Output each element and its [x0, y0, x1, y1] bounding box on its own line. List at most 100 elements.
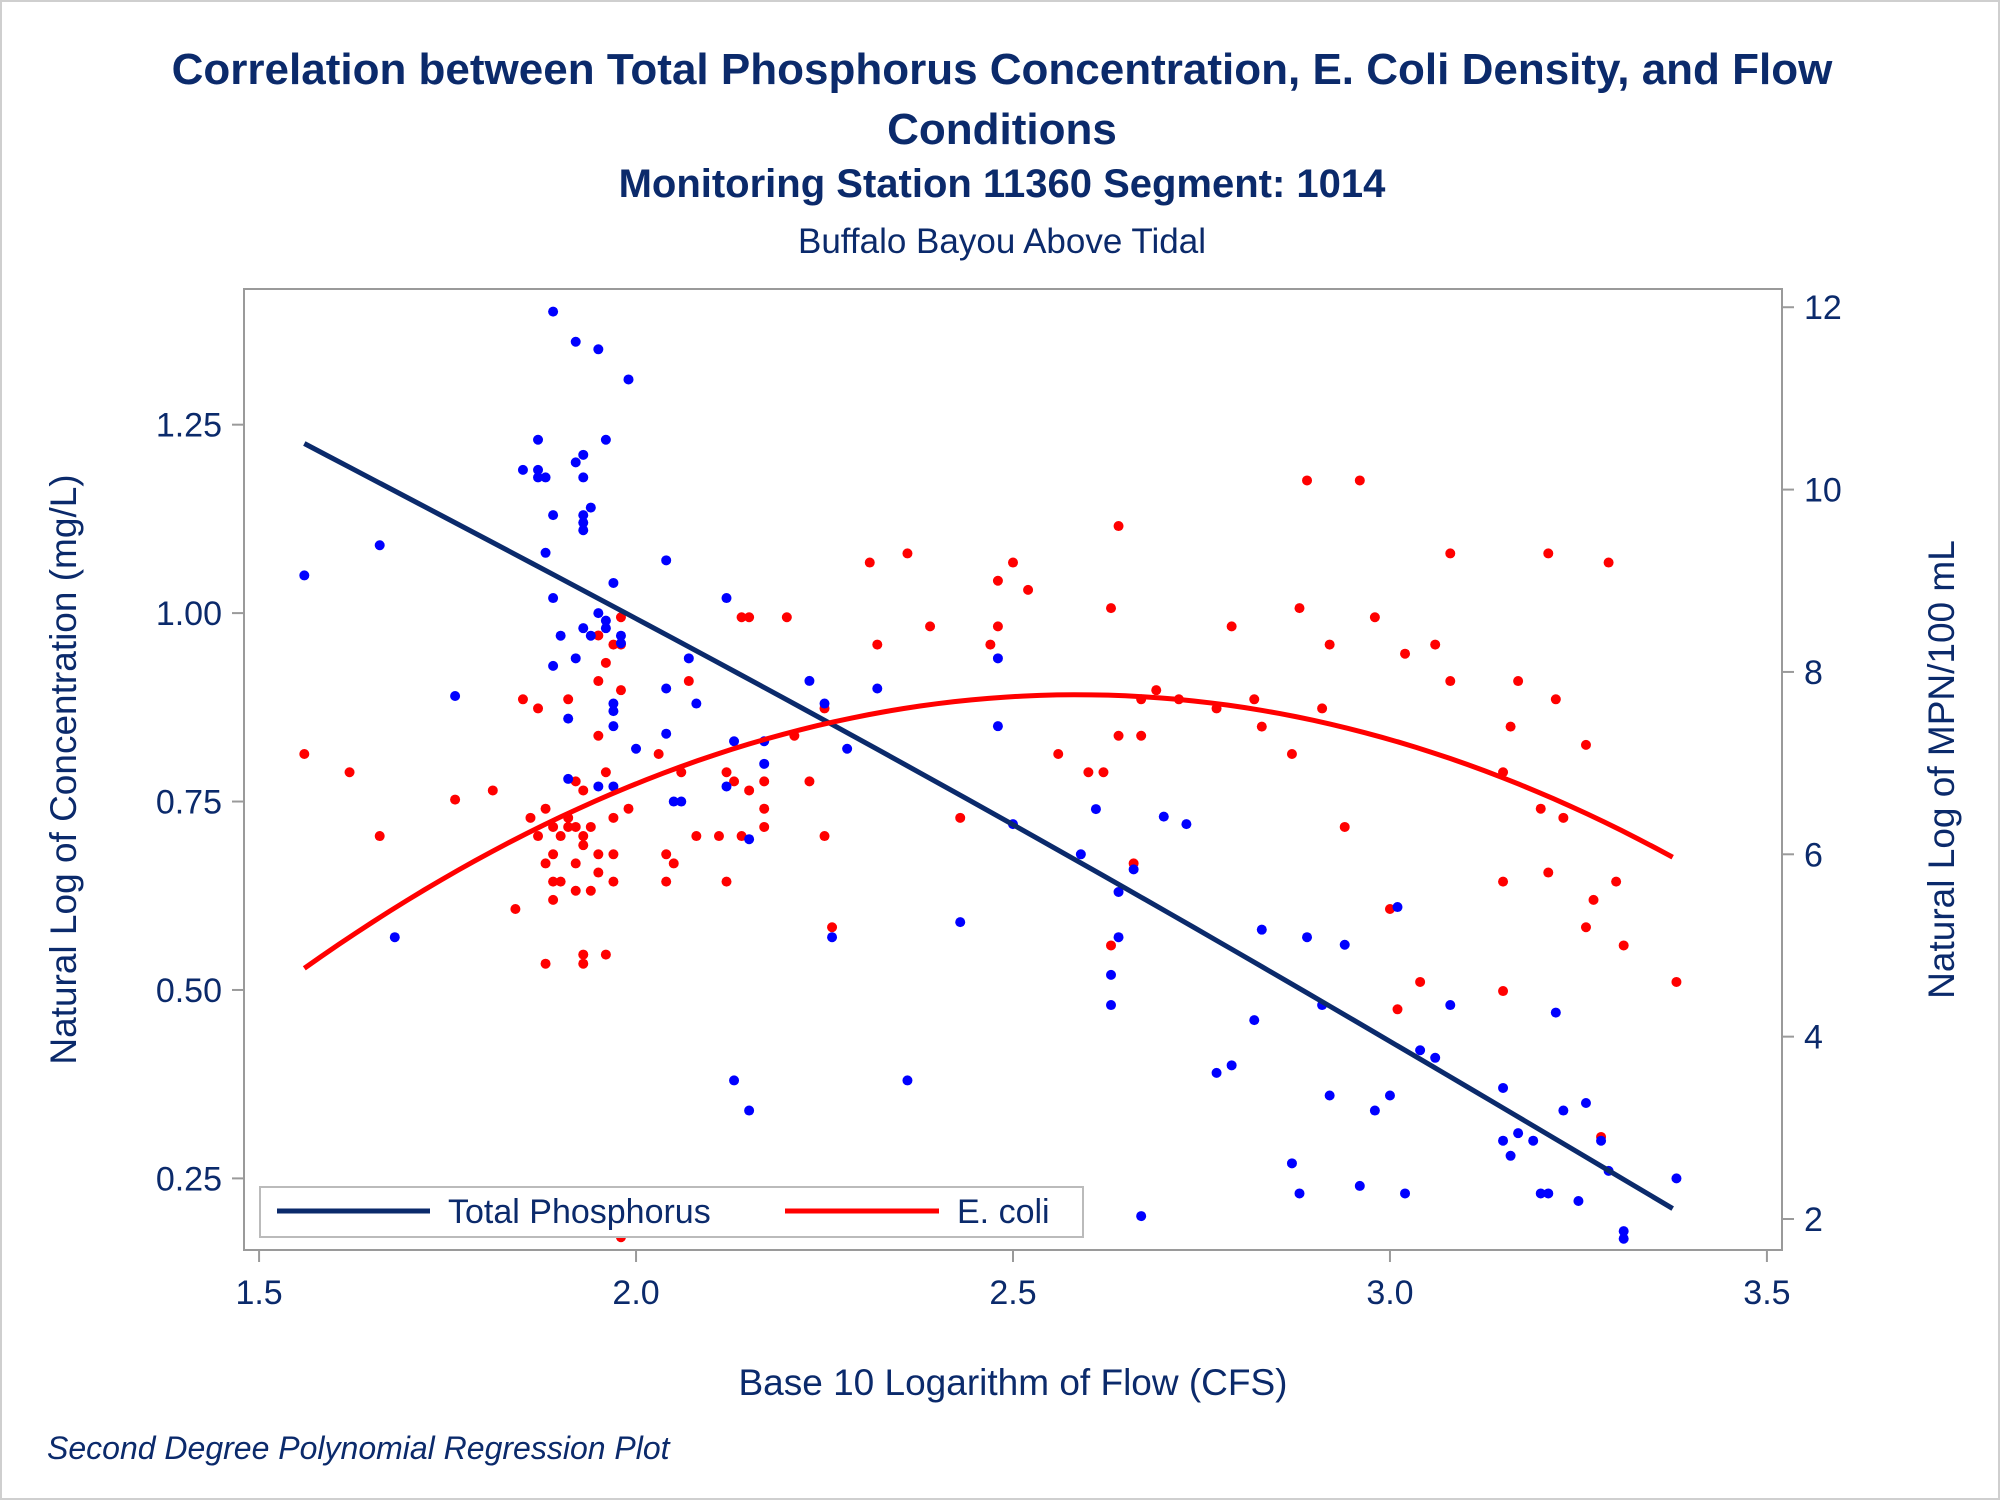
e-coli-point — [1580, 922, 1591, 933]
e-coli-point — [1498, 986, 1509, 997]
total-phosphorus-point — [631, 743, 642, 754]
total-phosphorus-point — [548, 593, 559, 604]
total-phosphorus-point — [1249, 1015, 1260, 1026]
e-coli-point — [593, 867, 604, 878]
y2-tick-label: 2 — [1804, 1201, 1823, 1239]
e-coli-point — [1588, 894, 1599, 905]
total-phosphorus-point — [548, 660, 559, 671]
e-coli-point — [1106, 603, 1117, 614]
e-coli-point — [661, 876, 672, 887]
e-coli-point — [608, 849, 619, 860]
e-coli-point — [570, 776, 581, 787]
e-coli-point — [759, 821, 770, 832]
e-coli-point — [593, 676, 604, 687]
e-coli-point — [540, 803, 551, 814]
e-coli-point — [585, 821, 596, 832]
e-coli-point — [759, 776, 770, 787]
total-phosphorus-point — [1286, 1158, 1297, 1169]
total-phosphorus-point — [721, 781, 732, 792]
total-phosphorus-point — [533, 472, 544, 483]
total-phosphorus-point — [1415, 1045, 1426, 1056]
total-phosphorus-point — [593, 608, 604, 619]
total-phosphorus-point — [1106, 1000, 1117, 1011]
e-coli-point — [1113, 730, 1124, 741]
total-phosphorus-point — [389, 932, 400, 943]
e-coli-point — [872, 639, 883, 650]
e-coli-point — [781, 612, 792, 623]
e-coli-point — [344, 767, 355, 778]
e-coli-point — [661, 849, 672, 860]
total-phosphorus-point — [570, 336, 581, 347]
x-axis-label: Base 10 Logarithm of Flow (CFS) — [738, 1362, 1287, 1403]
total-phosphorus-point — [540, 547, 551, 558]
total-phosphorus-point — [570, 457, 581, 468]
e-coli-point — [555, 876, 566, 887]
total-phosphorus-point — [578, 525, 589, 536]
y-tick-label: 0.75 — [156, 784, 222, 822]
e-coli-point — [668, 858, 679, 869]
total-phosphorus-point — [1090, 804, 1101, 815]
e-coli-point — [578, 958, 589, 969]
e-coli-point — [525, 812, 536, 823]
e-coli-point — [729, 776, 740, 787]
total-phosphorus-point — [1535, 1188, 1546, 1199]
total-phosphorus-point — [1113, 886, 1124, 897]
e-coli-point — [578, 840, 589, 851]
chart-subsubtitle: Buffalo Bayou Above Tidal — [798, 222, 1206, 261]
e-coli-point — [600, 657, 611, 668]
e-coli-point — [736, 612, 747, 623]
e-coli-point — [1294, 603, 1305, 614]
total-phosphorus-point — [1113, 932, 1124, 943]
total-phosphorus-point — [683, 653, 694, 664]
e-coli-point — [1008, 557, 1018, 568]
total-phosphorus-point — [1618, 1226, 1629, 1237]
e-coli-point — [608, 876, 619, 887]
e-coli-point — [1445, 548, 1456, 559]
x-tick-label: 3.5 — [1743, 1274, 1790, 1312]
e-coli-point — [555, 831, 566, 842]
e-coli-point — [593, 730, 604, 741]
e-coli-point — [804, 776, 815, 787]
e-coli-point — [510, 904, 521, 914]
legend-label-e-coli: E. coli — [957, 1193, 1050, 1231]
total-phosphorus-point — [827, 932, 838, 943]
total-phosphorus-point — [517, 464, 528, 475]
total-phosphorus-point — [729, 1075, 740, 1086]
total-phosphorus-point — [721, 593, 732, 604]
total-phosphorus-point — [804, 675, 815, 686]
total-phosphorus-point — [374, 540, 385, 551]
plot-area-border — [243, 288, 1783, 1251]
total-phosphorus-point — [600, 434, 611, 445]
e-coli-point — [653, 749, 664, 759]
total-phosphorus-point — [608, 698, 619, 709]
total-phosphorus-point — [578, 472, 589, 483]
e-coli-point — [570, 858, 581, 869]
total-phosphorus-point — [759, 758, 770, 769]
total-phosphorus-point — [1354, 1180, 1365, 1191]
x-tick-label: 1.5 — [235, 1274, 282, 1312]
e-coli-point — [925, 621, 936, 632]
total-phosphorus-point — [563, 713, 574, 724]
total-phosphorus-point — [600, 615, 611, 626]
e-coli-point — [570, 885, 581, 896]
e-coli-point — [1550, 694, 1561, 705]
e-coli-point — [540, 958, 551, 969]
e-coli-point — [615, 685, 626, 696]
e-coli-point — [744, 785, 755, 796]
total-phosphorus-point — [676, 796, 687, 807]
y2-tick-label: 12 — [1804, 289, 1842, 327]
e-coli-point — [1249, 694, 1260, 705]
e-coli-point — [1113, 521, 1124, 532]
total-phosphorus-point — [1256, 924, 1267, 935]
e-coli-point — [615, 612, 626, 623]
e-coli-point — [533, 703, 544, 714]
e-coli-point — [563, 821, 574, 832]
total-phosphorus-point — [661, 555, 672, 566]
e-coli-point — [623, 803, 634, 814]
e-coli-point — [955, 812, 966, 823]
total-phosphorus-point — [563, 773, 574, 784]
total-phosphorus-point — [691, 698, 702, 709]
total-phosphorus-point — [450, 691, 461, 702]
e-coli-point — [819, 831, 830, 842]
e-coli-point — [1543, 867, 1554, 878]
